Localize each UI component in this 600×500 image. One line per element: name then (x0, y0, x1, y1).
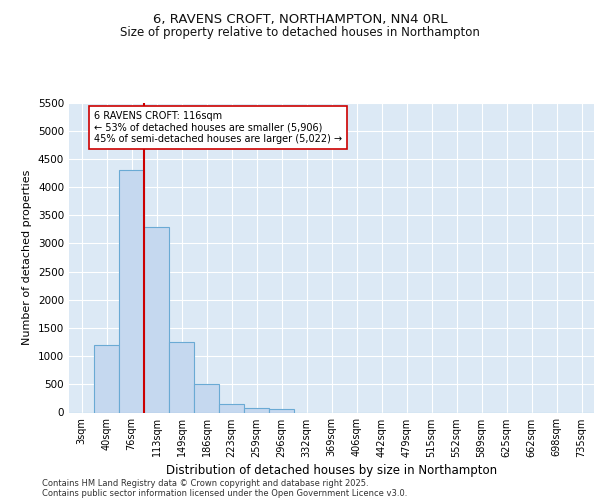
Text: Contains HM Land Registry data © Crown copyright and database right 2025.: Contains HM Land Registry data © Crown c… (42, 478, 368, 488)
Bar (119, 170, 144, 412)
X-axis label: Distribution of detached houses by size in Northampton: Distribution of detached houses by size … (166, 464, 497, 477)
Text: 6 RAVENS CROFT: 116sqm
← 53% of detached houses are smaller (5,906)
45% of semi-: 6 RAVENS CROFT: 116sqm ← 53% of detached… (94, 111, 342, 144)
Bar (94, 345, 119, 412)
Bar (219, 404, 244, 412)
Bar (169, 342, 194, 412)
Bar (244, 408, 269, 412)
Bar (269, 409, 294, 412)
Text: 6, RAVENS CROFT, NORTHAMPTON, NN4 0RL: 6, RAVENS CROFT, NORTHAMPTON, NN4 0RL (153, 12, 447, 26)
Text: Contains public sector information licensed under the Open Government Licence v3: Contains public sector information licen… (42, 488, 407, 498)
Y-axis label: Number of detached properties: Number of detached properties (22, 170, 32, 345)
Bar (144, 226, 169, 412)
Bar (194, 384, 219, 412)
Text: Size of property relative to detached houses in Northampton: Size of property relative to detached ho… (120, 26, 480, 39)
